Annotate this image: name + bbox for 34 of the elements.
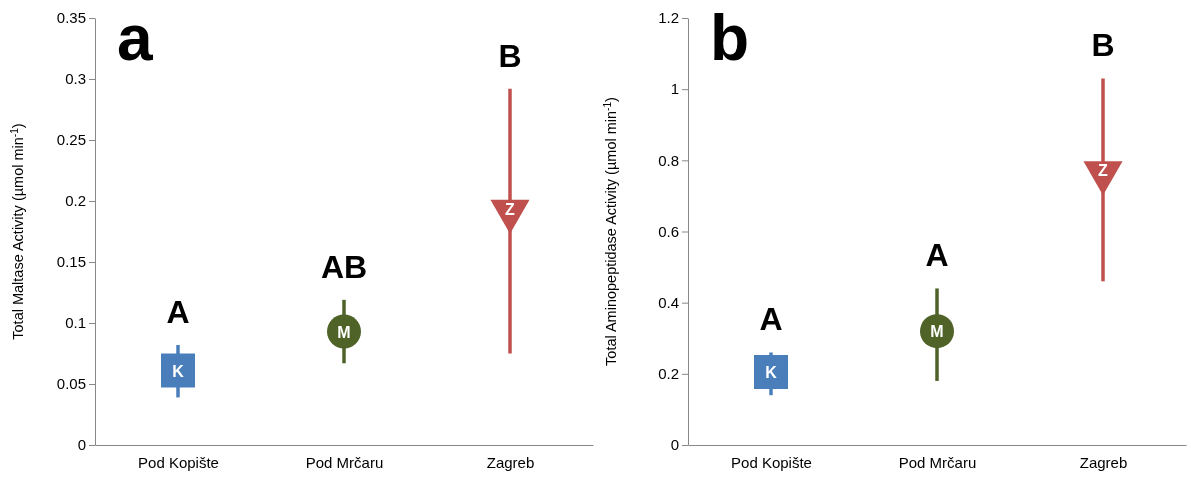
annotation: A	[759, 301, 783, 338]
x-tick-label: Zagreb	[486, 453, 535, 471]
x-tick-label: Pod Kopište	[138, 453, 219, 471]
x-tick-label: Pod Mrčaru	[305, 453, 384, 471]
y-tick-label: 0.4	[658, 293, 679, 311]
y-tick-label: 0.05	[56, 375, 86, 393]
y-tick-label: 0.2	[65, 192, 86, 210]
series-label: Z	[1098, 162, 1109, 180]
x-tick-label: Pod Kopište	[731, 453, 812, 471]
y-tick-label: 0	[77, 436, 86, 454]
y-tick-label: 0.35	[56, 9, 86, 27]
x-tick-label: Pod Mrčaru	[898, 453, 977, 471]
annotation: B	[498, 37, 522, 74]
chart-title: a	[117, 2, 153, 74]
series-label: Z	[505, 200, 516, 218]
annotation: B	[1091, 27, 1115, 64]
y-tick-label: 0.25	[56, 131, 86, 149]
annotation: A	[925, 237, 949, 274]
y-tick-label: 0.3	[65, 70, 86, 88]
y-tick-label: 0.8	[658, 151, 679, 169]
series-label: M	[930, 323, 944, 341]
y-tick-label: 0	[670, 436, 679, 454]
annotation: AB	[320, 248, 368, 285]
series-label: K	[172, 362, 185, 380]
y-tick-label: 0.15	[56, 253, 86, 271]
annotation: A	[166, 293, 190, 330]
x-tick-label: Zagreb	[1079, 453, 1128, 471]
y-tick-label: 1	[670, 80, 679, 98]
y-tick-label: 1.2	[658, 9, 679, 27]
y-tick-label: 0.6	[658, 222, 679, 240]
series-label: M	[337, 323, 351, 341]
chart-title: b	[710, 2, 750, 74]
y-tick-label: 0.1	[65, 314, 86, 332]
y-tick-label: 0.2	[658, 365, 679, 383]
